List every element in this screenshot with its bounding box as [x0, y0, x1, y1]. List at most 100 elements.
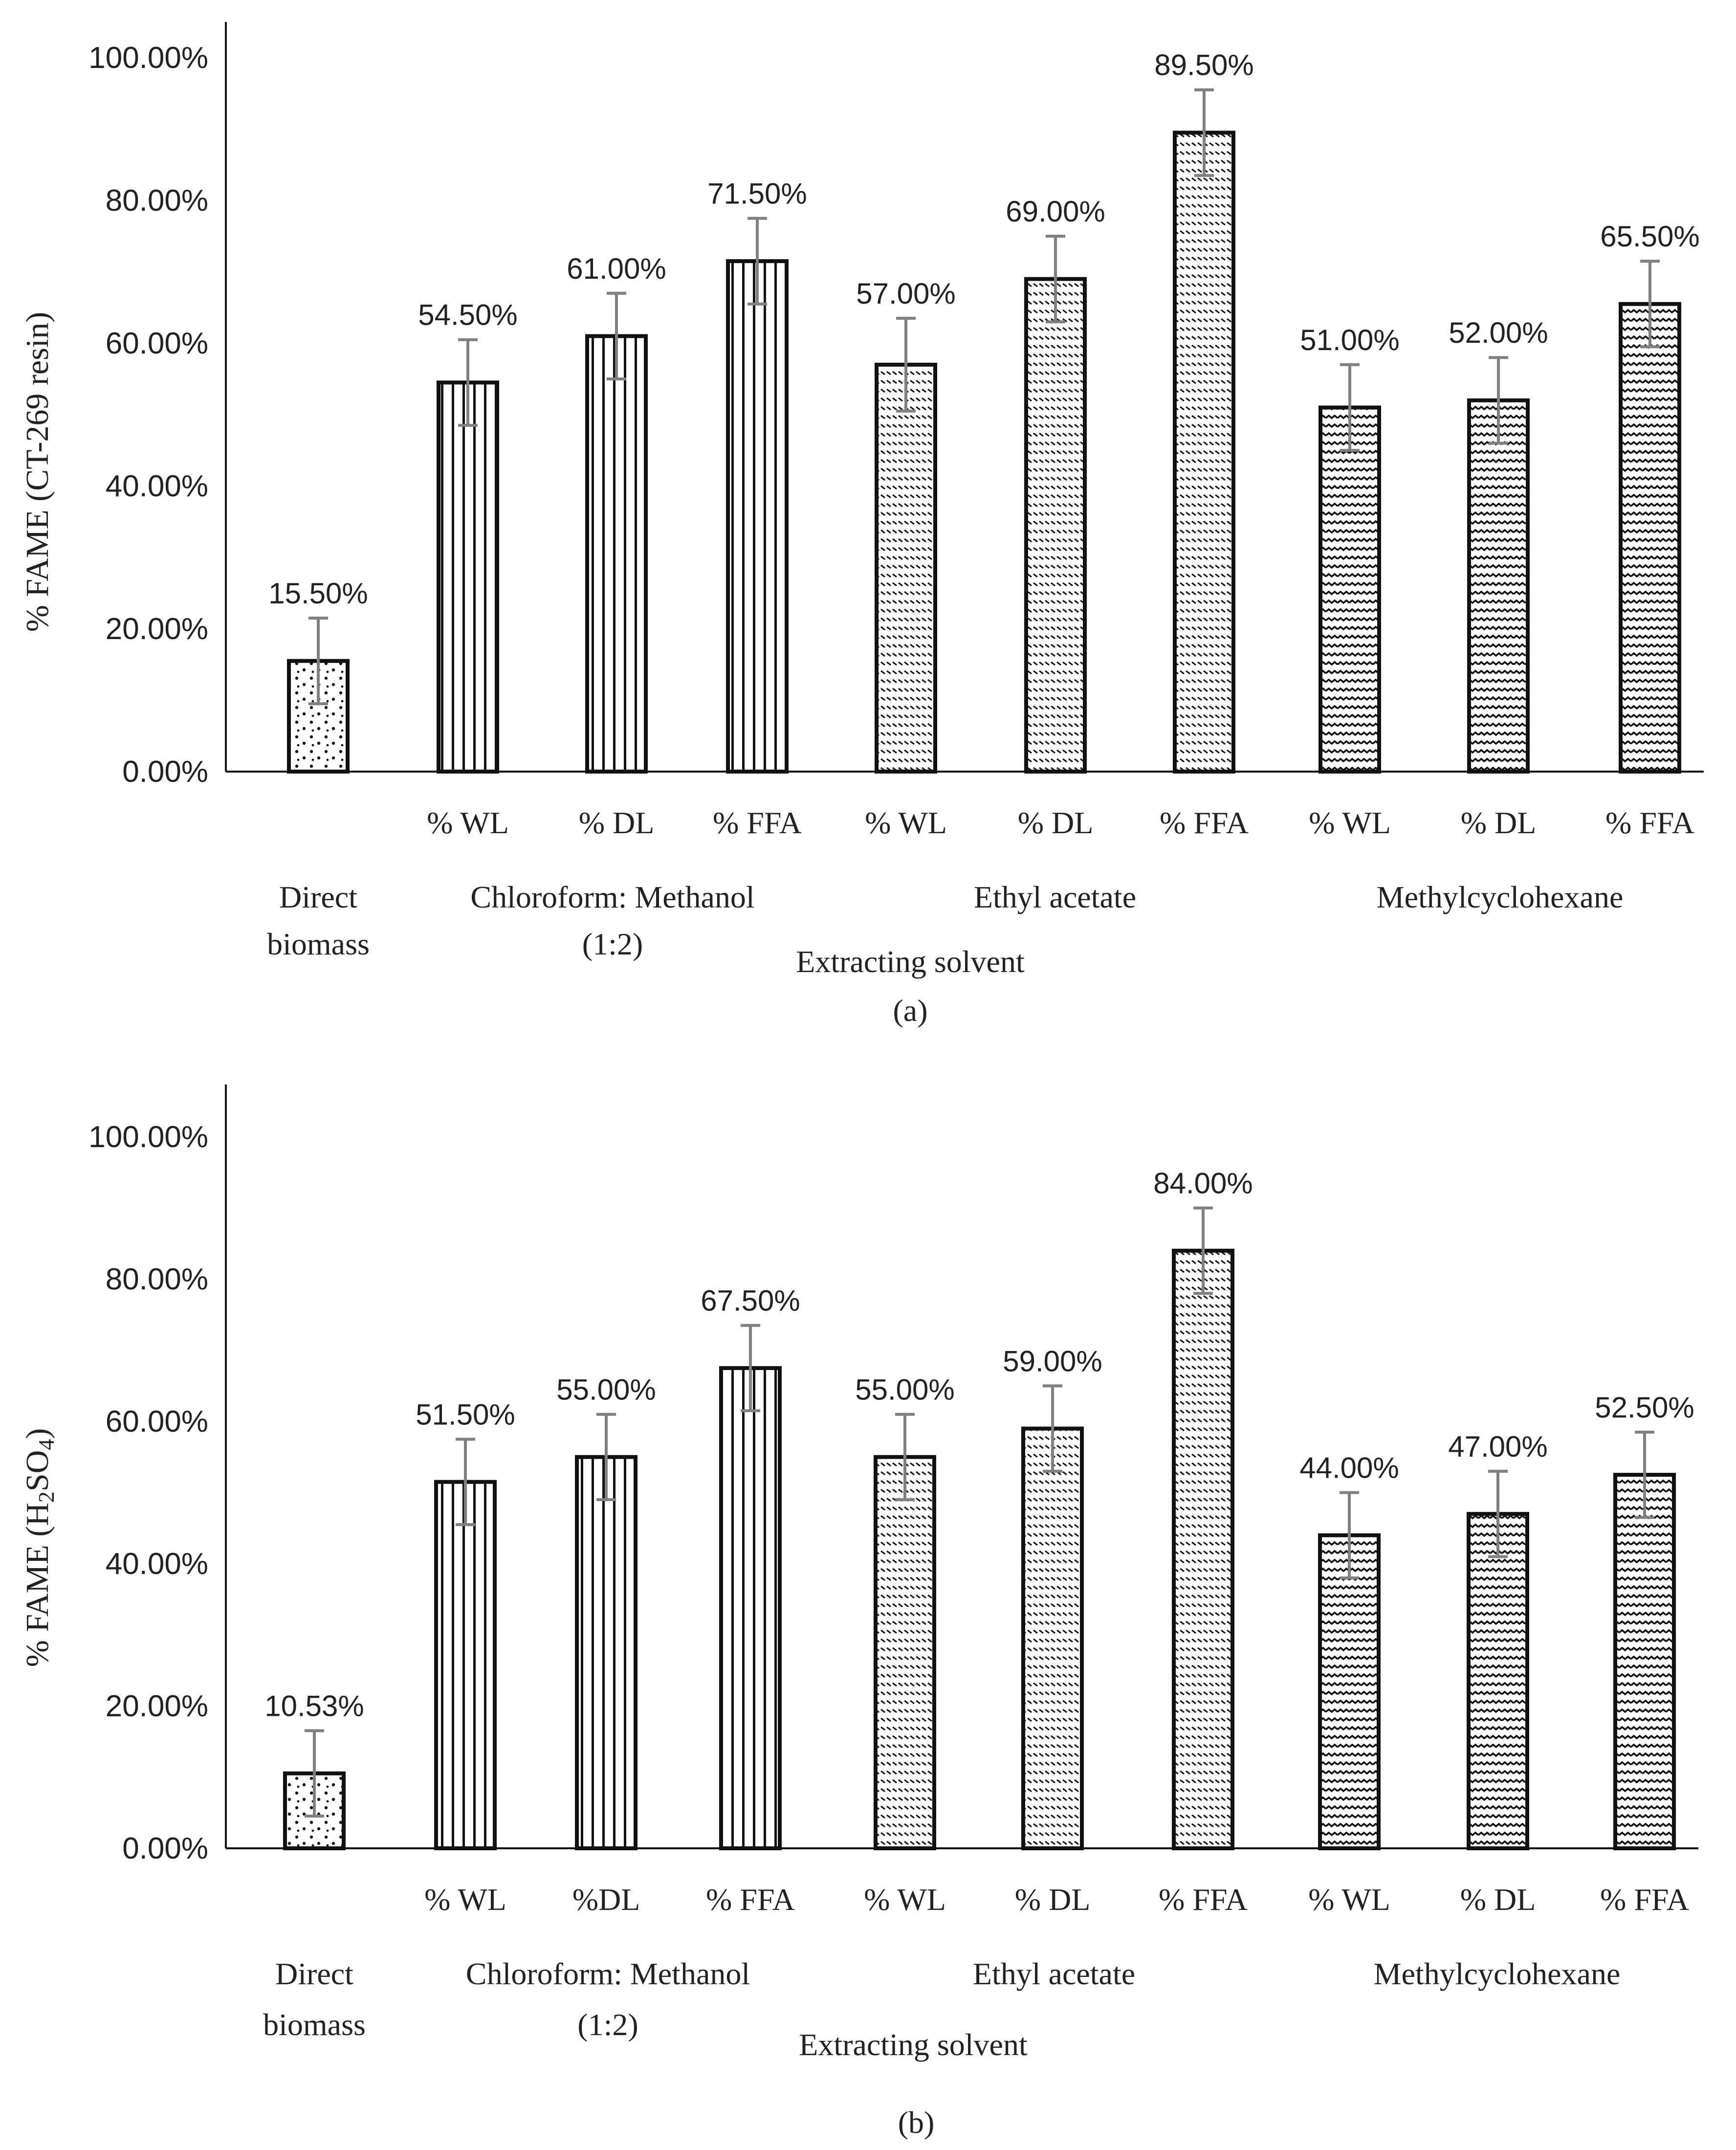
y-axis-title-prefix: % FAME (H	[20, 1503, 55, 1667]
panel-label: (b)	[898, 2105, 935, 2140]
y-tick-label: 80.00%	[106, 184, 208, 218]
data-label: 69.00%	[1006, 195, 1105, 228]
group-label: Methylcyclohexane	[1377, 880, 1624, 914]
y-tick-label: 20.00%	[106, 612, 208, 646]
data-label: 65.50%	[1600, 220, 1700, 253]
bar	[875, 362, 937, 774]
bar	[585, 334, 648, 774]
data-label: 59.00%	[1003, 1345, 1102, 1377]
group-label: biomass	[263, 2007, 366, 2042]
category-label: % WL	[1308, 1882, 1390, 1917]
bar	[1173, 131, 1235, 774]
bar	[874, 1455, 936, 1850]
bar	[1619, 302, 1681, 774]
data-label: 55.00%	[855, 1373, 955, 1406]
category-label: % FFA	[713, 805, 802, 840]
y-axis-title-close: )	[20, 1428, 55, 1439]
panel-label: (a)	[893, 993, 927, 1028]
chart-panel-a: % FAME (CT-269 resin) Extracting solvent…	[20, 22, 1704, 1028]
category-label: % FFA	[706, 1882, 795, 1917]
category-label: % FFA	[1160, 805, 1249, 840]
error-bar	[1046, 235, 1065, 324]
error-bar	[308, 617, 328, 706]
data-label: 10.53%	[264, 1689, 364, 1722]
group-label: Chloroform: Methanol	[470, 880, 754, 914]
category-label: %DL	[572, 1882, 640, 1917]
y-tick-label: 40.00%	[106, 1547, 208, 1581]
group-label: Ethyl acetate	[973, 1956, 1135, 1991]
bar	[437, 380, 499, 774]
error-bar	[1640, 260, 1660, 349]
y-tick-label: 0.00%	[122, 755, 208, 789]
data-label: 84.00%	[1153, 1167, 1253, 1200]
error-bar	[895, 1413, 915, 1502]
y-tick-label: 60.00%	[106, 327, 208, 360]
y-tick-label: 100.00%	[88, 1120, 208, 1154]
bar	[1021, 1426, 1084, 1851]
category-label: % DL	[579, 805, 655, 840]
category-label: % WL	[864, 1882, 946, 1917]
data-label: 52.50%	[1595, 1391, 1694, 1424]
data-label: 52.00%	[1449, 316, 1548, 349]
error-bar	[1193, 1206, 1213, 1295]
bar	[1318, 1533, 1381, 1851]
group-label: biomass	[267, 927, 370, 961]
error-bar	[1043, 1384, 1062, 1473]
y-tick-label: 0.00%	[122, 1832, 208, 1865]
error-bar	[458, 338, 478, 427]
y-tick-label: 100.00%	[88, 41, 208, 75]
category-label: % DL	[1461, 805, 1537, 840]
y-tick-label: 20.00%	[106, 1689, 208, 1723]
category-label: % WL	[1309, 805, 1391, 840]
group-label: Direct	[279, 880, 357, 914]
group-label: Direct	[275, 1956, 353, 1991]
x-axis-title: Extracting solvent	[799, 2027, 1028, 2062]
y-axis-title-sub4: 4	[34, 1439, 59, 1450]
category-label: % FFA	[1159, 1882, 1248, 1917]
category-label: % DL	[1460, 1882, 1536, 1917]
error-bar	[747, 217, 767, 306]
data-label: 15.50%	[268, 577, 368, 610]
bar	[575, 1455, 637, 1850]
y-axis-title: % FAME (H2SO4)	[20, 1428, 59, 1667]
error-bar	[896, 316, 916, 413]
y-tick-label: 40.00%	[106, 469, 208, 503]
bar	[434, 1480, 497, 1851]
error-bar	[1635, 1430, 1654, 1519]
category-label: % DL	[1018, 805, 1094, 840]
bar	[1318, 405, 1381, 774]
error-bar	[1340, 363, 1360, 452]
group-label: (1:2)	[577, 2007, 638, 2042]
error-bar	[1489, 356, 1508, 445]
error-bar	[607, 291, 626, 380]
y-axis-title: % FAME (CT-269 resin)	[20, 312, 55, 632]
data-label: 51.50%	[416, 1398, 515, 1431]
bar	[1467, 398, 1530, 774]
bar	[1024, 277, 1087, 774]
error-bar	[741, 1324, 760, 1413]
data-label: 89.50%	[1154, 49, 1254, 82]
y-axis-title-sub2: 2	[34, 1491, 59, 1503]
group-label: Ethyl acetate	[974, 880, 1136, 914]
bar	[726, 259, 789, 774]
bar	[1172, 1248, 1234, 1850]
error-bar	[1488, 1469, 1508, 1558]
chart-panel-b: % FAME (H2SO4) Extracting solvent (b) 0.…	[20, 1085, 1698, 2140]
category-label: % FFA	[1600, 1882, 1689, 1917]
error-bar	[596, 1413, 616, 1502]
group-label: Methylcyclohexane	[1374, 1956, 1621, 1991]
data-label: 71.50%	[707, 177, 807, 210]
x-axis-title: Extracting solvent	[796, 944, 1025, 979]
data-label: 47.00%	[1448, 1430, 1548, 1463]
error-bar	[305, 1729, 324, 1818]
error-bar	[1194, 88, 1214, 177]
category-label: % DL	[1015, 1882, 1091, 1917]
category-label: % FFA	[1605, 805, 1694, 840]
data-label: 57.00%	[856, 277, 956, 310]
error-bar	[456, 1438, 475, 1526]
data-label: 55.00%	[556, 1373, 656, 1406]
bar	[1467, 1512, 1529, 1850]
category-label: % WL	[427, 805, 509, 840]
data-label: 54.50%	[418, 299, 518, 332]
